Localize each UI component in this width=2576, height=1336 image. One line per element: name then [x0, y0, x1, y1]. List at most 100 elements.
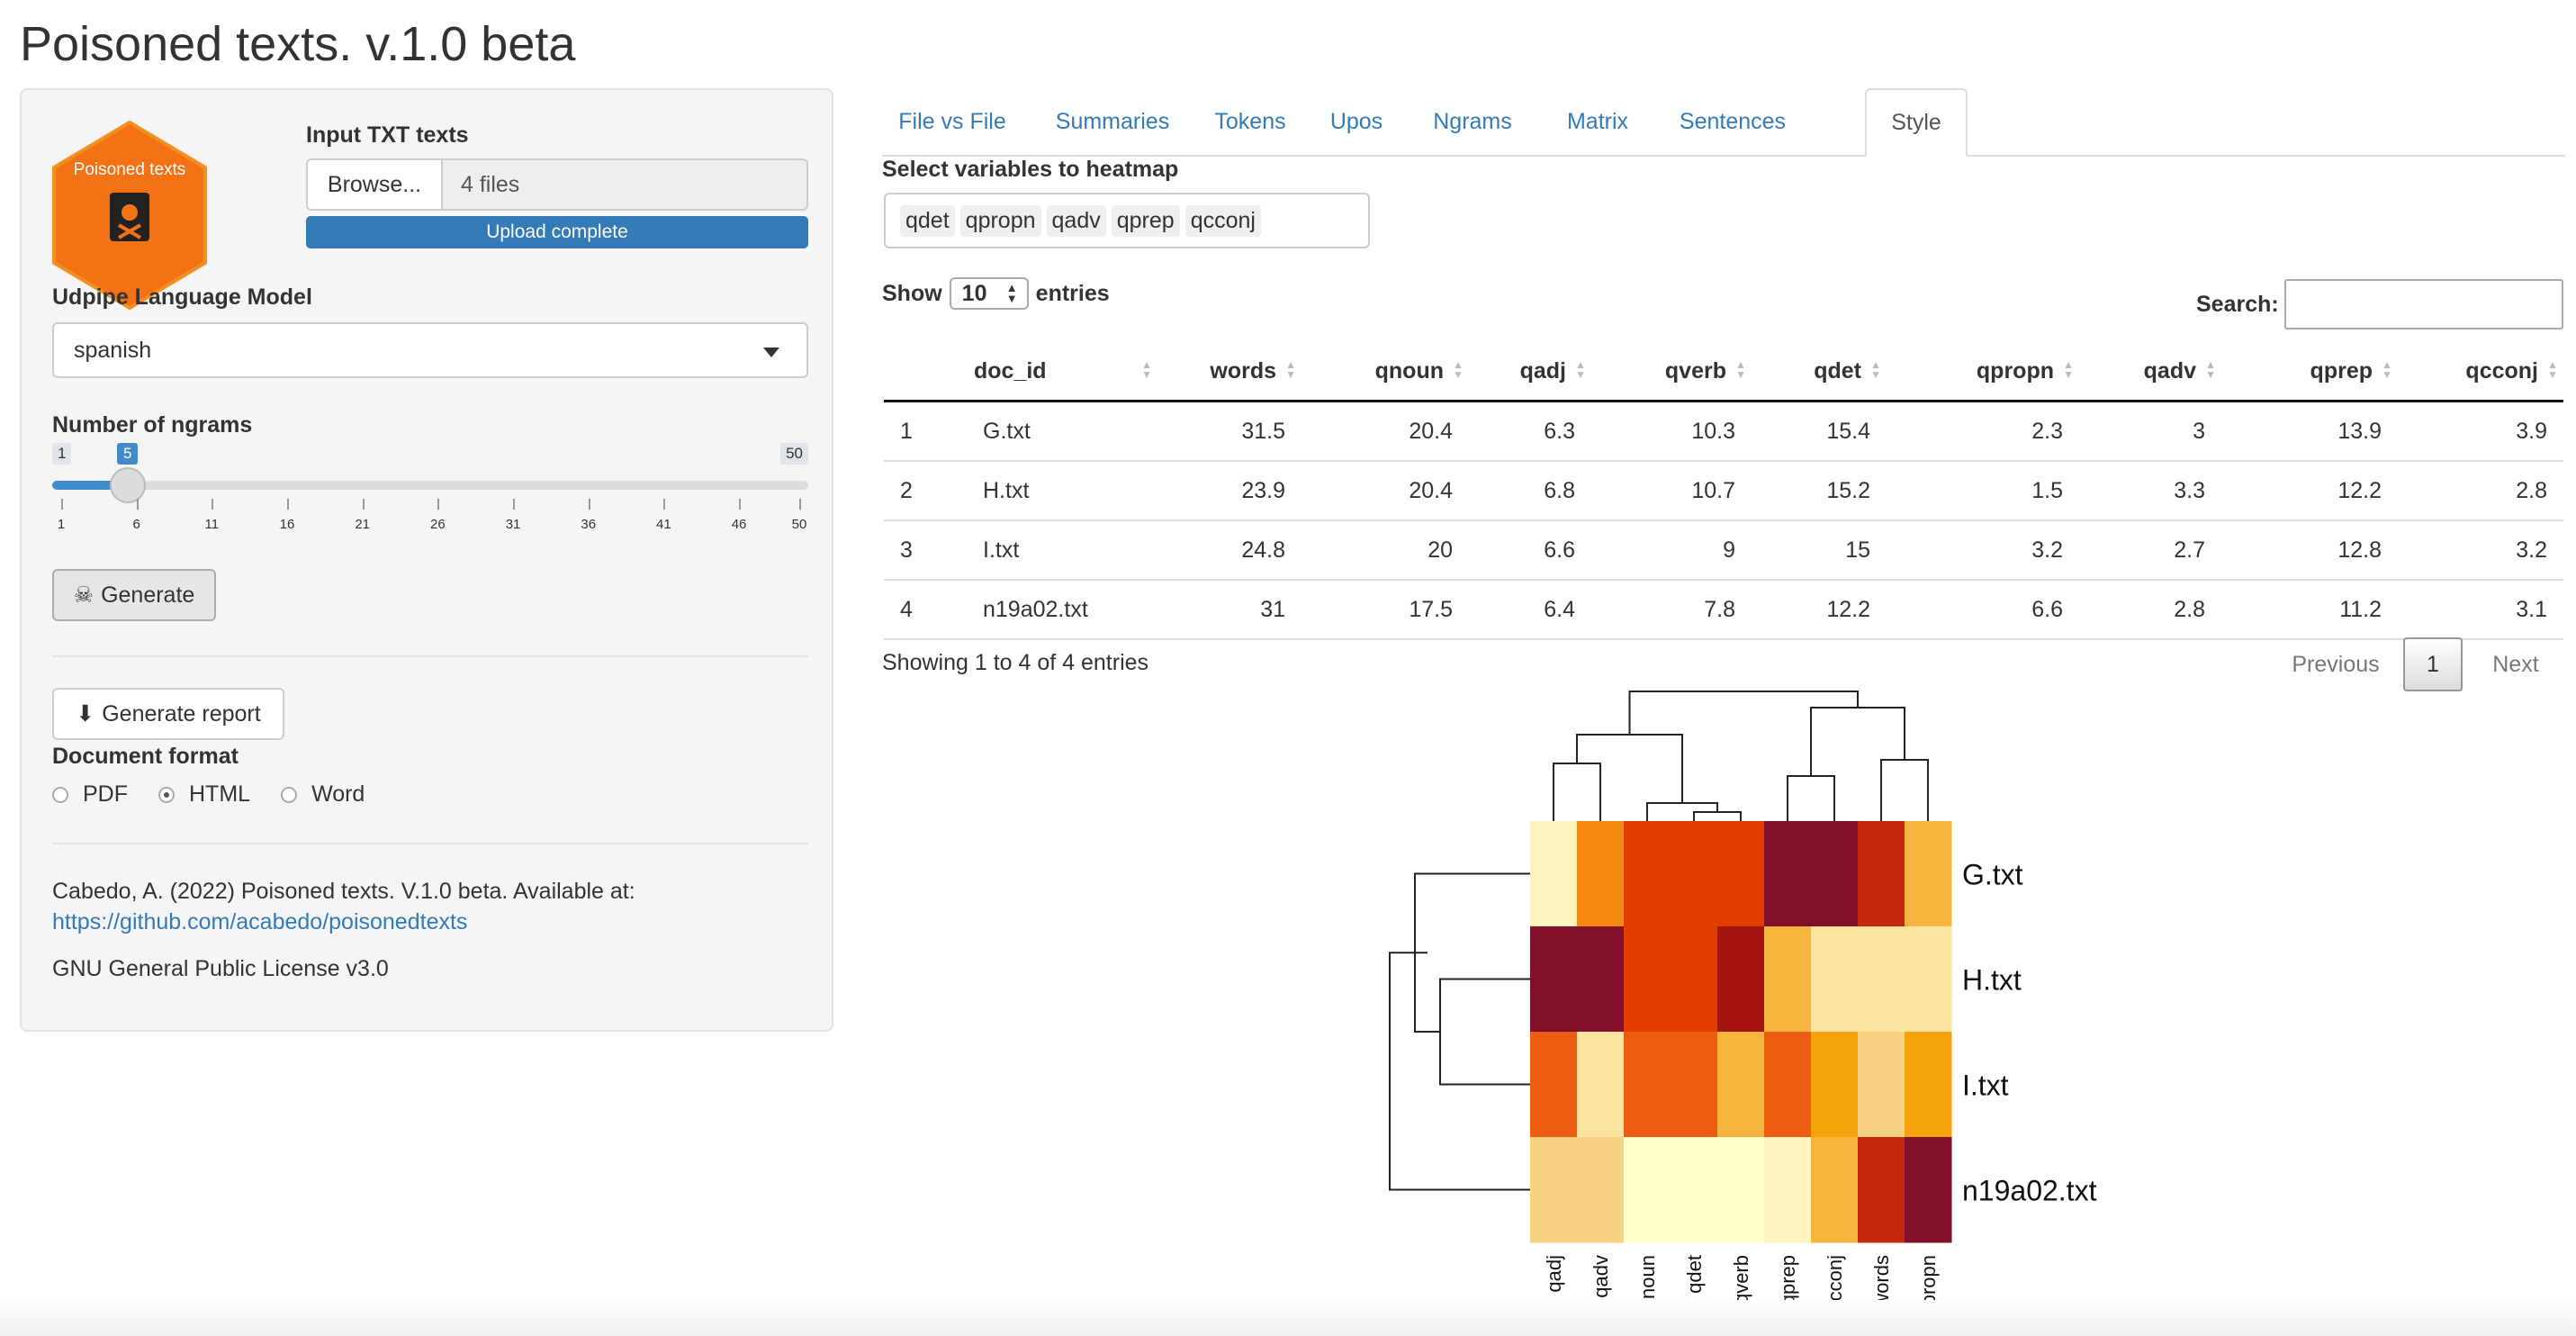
github-link[interactable]: https://github.com/acabedo/poisonedtexts [52, 909, 468, 934]
heatmap-cell [1905, 1032, 1952, 1138]
slider-handle[interactable] [110, 467, 146, 503]
table-cell: 31 [1157, 580, 1302, 640]
row-dendrogram-branch [1389, 952, 1530, 1191]
tab-sentences[interactable]: Sentences [1679, 108, 1787, 134]
heatmap-col-label: qcconj [1824, 1255, 1846, 1305]
tab-file-vs-file[interactable]: File vs File [898, 108, 1006, 134]
generate-report-button[interactable]: ⬇ Generate report [52, 688, 284, 740]
col-header-qnoun[interactable]: qnoun ▲ ▼ [1302, 342, 1469, 402]
table-cell: 2.8 [2079, 580, 2221, 640]
col-header-qprep[interactable]: qprep ▲ ▼ [2221, 342, 2398, 402]
heatmap-cell [1530, 926, 1578, 1033]
heatmap-cell [1624, 1137, 1671, 1243]
heatmap-cell [1811, 1137, 1859, 1243]
heatmap-vars-select[interactable]: qdet qpropn qadv qprep qcconj [884, 193, 1370, 248]
table-row[interactable]: 1 G.txt 31.5 20.4 6.3 10.3 15.4 2.3 3 13.9 3.9 [884, 401, 2563, 462]
table-cell: 6.3 [1469, 401, 1591, 462]
var-chip[interactable]: qpropn [959, 204, 1041, 237]
table-cell: 3.2 [1887, 520, 2079, 581]
generate-button[interactable]: ☠ Generate [52, 569, 216, 621]
col-header-qverb[interactable]: qverb ▲ ▼ [1591, 342, 1752, 402]
ngrams-slider[interactable]: 1 5 50 1 6 11 16 21 26 31 36 41 46 50 [52, 443, 808, 542]
sort-icon: ▲ ▼ [2063, 358, 2074, 381]
show-entries: Show 10 ▲ ▼ entries [882, 277, 1110, 310]
col-header-label: doc_id [974, 357, 1047, 384]
slider-tick [362, 499, 365, 510]
var-chip[interactable]: qdet [900, 204, 955, 237]
format-option-word[interactable]: Word [281, 781, 365, 808]
tab-ngrams[interactable]: Ngrams [1433, 108, 1512, 134]
report-label: Generate report [102, 700, 261, 727]
table-cell: n19a02.txt [967, 580, 1157, 640]
heatmap-col-label: qpropn [1917, 1255, 1940, 1305]
table-header-row: doc_id ▲ ▼ words ▲ ▼ qnoun ▲ ▼ qadj ▲ ▼ qverb ▲ ▼ … [884, 342, 2563, 402]
slider-value: 5 [117, 443, 139, 465]
table-cell: 20.4 [1302, 401, 1469, 462]
heatmap-cell [1530, 1137, 1578, 1243]
browse-button[interactable]: Browse... [306, 158, 443, 211]
radio-html[interactable] [158, 786, 175, 803]
heatmap-cell [1811, 1032, 1859, 1138]
var-chip[interactable]: qadv [1046, 204, 1106, 237]
var-chip[interactable]: qcconj [1184, 204, 1261, 237]
col-header-qadv[interactable]: qadv ▲ ▼ [2079, 342, 2221, 402]
tab-matrix[interactable]: Matrix [1566, 108, 1629, 134]
heatmap-cell [1577, 821, 1625, 927]
table-cell: G.txt [967, 401, 1157, 462]
table-cell: 11.2 [2221, 580, 2398, 640]
slider-track[interactable] [52, 481, 808, 490]
tab-bar: File vs File Summaries Tokens Upos Ngram… [882, 88, 2565, 157]
col-header-qpropn[interactable]: qpropn ▲ ▼ [1887, 342, 2079, 402]
previous-page-button[interactable]: Previous [2292, 651, 2380, 677]
row-dendrogram-branch [1414, 872, 1530, 1033]
format-option-html[interactable]: HTML [158, 781, 250, 808]
table-cell: 2.8 [2398, 461, 2563, 521]
heatmap-cell [1811, 821, 1859, 927]
table-row[interactable]: 4 n19a02.txt 31 17.5 6.4 7.8 12.2 6.6 2.8 11.2 3.1 [884, 580, 2563, 640]
table-row[interactable]: 2 H.txt 23.9 20.4 6.8 10.7 15.2 1.5 3.3 12.2 2.8 [884, 461, 2563, 521]
heatmap-cell [1858, 1032, 1905, 1138]
language-select[interactable]: spanish [52, 322, 808, 378]
next-page-button[interactable]: Next [2492, 651, 2539, 677]
tab-upos[interactable]: Upos [1329, 108, 1383, 134]
table-cell: 15 [1752, 520, 1887, 581]
entries-select[interactable]: 10 ▲ ▼ [949, 277, 1029, 310]
format-label: Document format [52, 744, 239, 769]
col-header-qcconj[interactable]: qcconj ▲ ▼ [2398, 342, 2563, 402]
slider-tick-label: 46 [731, 517, 747, 532]
table-cell: 1.5 [1887, 461, 2079, 521]
heatmap-cell [1717, 926, 1765, 1033]
col-header-doc-id[interactable]: doc_id ▲ ▼ [967, 342, 1157, 402]
heatmap-row-label: I.txt [1962, 1070, 2009, 1102]
table-row[interactable]: 3 I.txt 24.8 20 6.6 9 15 3.2 2.7 12.8 3.2 [884, 520, 2563, 581]
table-cell: I.txt [967, 520, 1157, 581]
heatmap-row-label: G.txt [1962, 859, 2023, 891]
col-header-words[interactable]: words ▲ ▼ [1157, 342, 1302, 402]
radio-word[interactable] [281, 786, 298, 803]
heatmap-row-label: n19a02.txt [1962, 1175, 2097, 1207]
page-1-button[interactable]: 1 [2403, 637, 2463, 691]
tab-summaries[interactable]: Summaries [1055, 108, 1170, 134]
format-option-pdf[interactable]: PDF [52, 781, 128, 808]
heatmap-col-label: qnoun [1636, 1255, 1659, 1305]
col-header-qdet[interactable]: qdet ▲ ▼ [1752, 342, 1887, 402]
table-cell: 3.1 [2398, 580, 2563, 640]
show-label: Show [882, 280, 942, 306]
heatmap-col-label: qdet [1683, 1255, 1706, 1294]
slider-tick [437, 499, 440, 510]
tab-style[interactable]: Style [1865, 88, 1968, 157]
table-cell: 6.4 [1469, 580, 1591, 640]
slider-min: 1 [52, 443, 72, 465]
col-header-qadj[interactable]: qadj ▲ ▼ [1469, 342, 1591, 402]
upload-progress-bar: Upload complete [306, 216, 808, 248]
heatmap-cell [1811, 926, 1859, 1033]
radio-pdf[interactable] [52, 786, 68, 803]
sort-icon: ▲ ▼ [1285, 358, 1296, 381]
table-cell: 17.5 [1302, 580, 1469, 640]
search-input[interactable] [2284, 279, 2563, 329]
var-chip[interactable]: qprep [1111, 204, 1180, 237]
heatmap-cell [1530, 1032, 1578, 1138]
table-cell: 15.4 [1752, 401, 1887, 462]
tab-tokens[interactable]: Tokens [1214, 108, 1286, 134]
heatmap-cell [1530, 821, 1578, 927]
